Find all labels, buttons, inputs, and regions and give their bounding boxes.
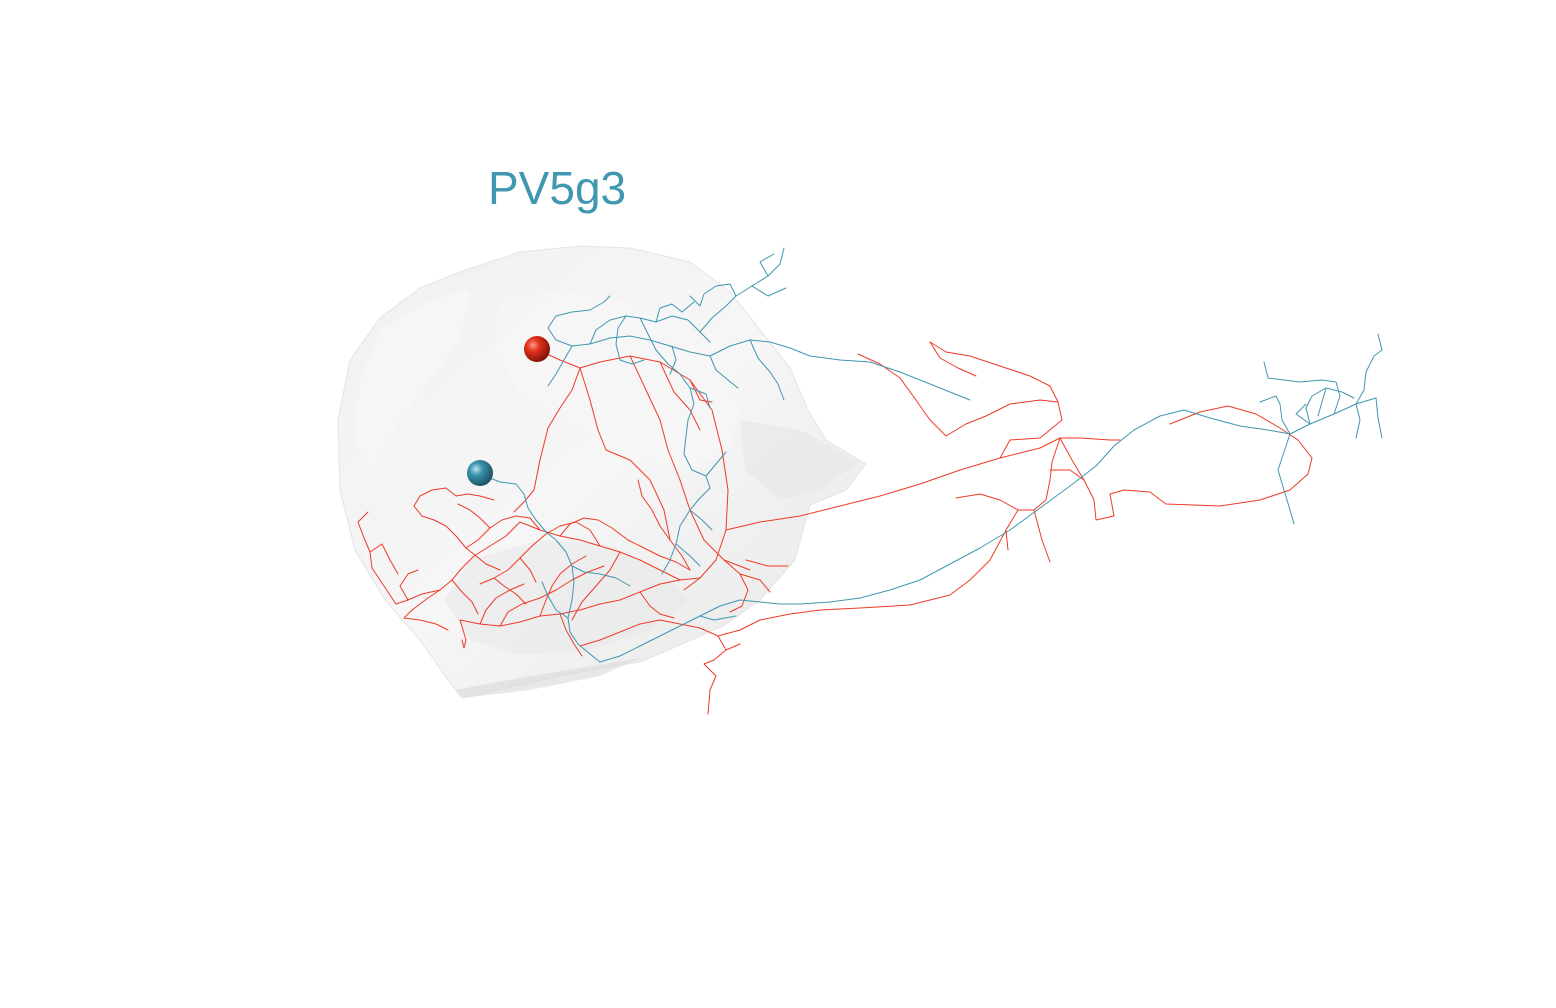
soma-red-sphere <box>524 336 550 362</box>
neuron-red-arbor <box>357 341 1313 715</box>
soma-blue-sphere <box>467 460 493 486</box>
neuron-blue-arbor <box>479 247 1383 663</box>
plot-title: PV5g3 <box>488 162 627 214</box>
neuropil-mesh <box>337 245 867 699</box>
